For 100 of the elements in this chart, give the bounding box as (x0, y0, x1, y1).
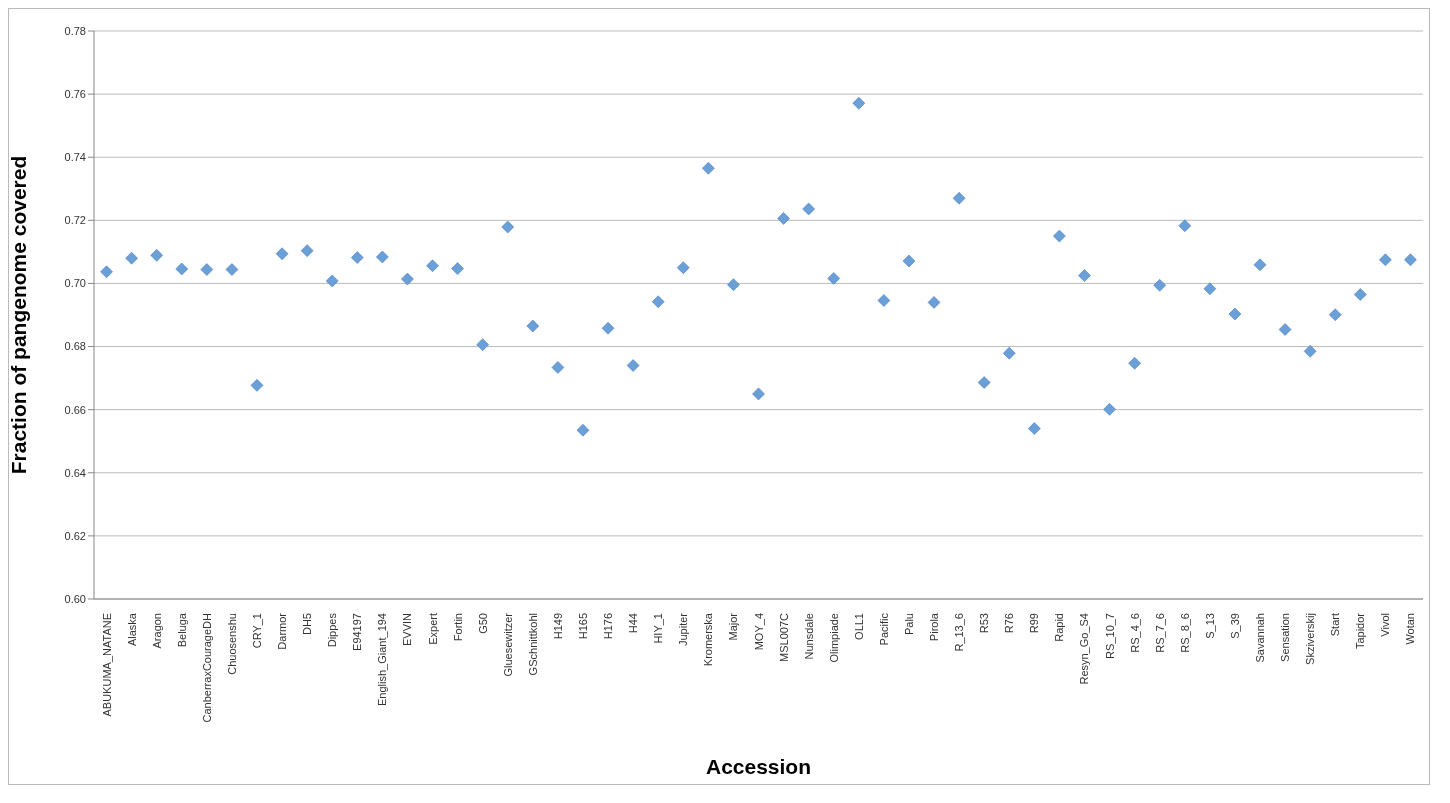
x-tick-label: Savannah (1254, 613, 1267, 663)
y-tick-label: 0.72 (64, 214, 86, 227)
point (376, 250, 389, 264)
x-tick-label: MSL007C (777, 612, 790, 662)
point (551, 361, 565, 374)
point (777, 212, 790, 225)
point (426, 259, 439, 273)
point (626, 359, 640, 372)
point (877, 294, 891, 307)
point (1253, 258, 1267, 272)
y-tick-label: 0.70 (64, 277, 86, 290)
point (1153, 279, 1167, 292)
x-tick-label: R99 (1028, 613, 1041, 634)
y-tick-label: 0.60 (64, 592, 86, 605)
x-tick-label: Aragon (150, 613, 163, 649)
x-tick-label: Resyn_Go_S4 (1078, 613, 1091, 685)
x-tick-label: Alaska (125, 612, 138, 647)
x-tick-label: RS_8_6 (1178, 613, 1191, 653)
x-tick-label: Chuosenshu (225, 613, 238, 675)
y-tick-label: 0.64 (64, 466, 86, 479)
point (1404, 253, 1417, 267)
x-tick-label: Major (727, 612, 740, 641)
point (727, 278, 740, 292)
point (676, 261, 690, 274)
x-tick-label: R76 (1003, 613, 1016, 634)
x-tick-label: Sensation (1279, 613, 1292, 662)
x-tick-label: RS_10_7 (1103, 613, 1116, 659)
x-tick-label: RS_4_6 (1128, 613, 1141, 653)
x-tick-label: Beluga (175, 612, 188, 648)
x-tick-label: R_13_6 (953, 613, 966, 652)
point (1002, 346, 1016, 360)
point (802, 202, 815, 216)
point (275, 247, 289, 261)
point (1128, 356, 1141, 370)
point (576, 423, 590, 437)
x-tick-label: Gluesewitzer (501, 612, 514, 677)
x-tick-label: ABUKUMA_NATANE (100, 613, 113, 717)
x-tick-label: R53 (978, 613, 991, 634)
point (501, 220, 515, 234)
x-tick-label: Vivol (1379, 613, 1392, 637)
y-tick-label: 0.76 (64, 88, 86, 101)
y-tick-label: 0.62 (64, 529, 86, 542)
x-tick-label: GSchnittkohl (526, 613, 539, 676)
x-tick-label: Darmor (276, 612, 289, 650)
point (401, 272, 414, 286)
point (175, 262, 189, 276)
x-tick-label: Nunsdale (802, 613, 815, 660)
point (300, 244, 314, 257)
point (1078, 269, 1091, 282)
y-tick-label: 0.78 (64, 24, 86, 37)
point (526, 319, 540, 333)
point (601, 321, 615, 335)
point (100, 265, 113, 279)
x-tick-label: Olimpiade (827, 613, 840, 663)
x-tick-label: H165 (576, 613, 589, 640)
point (1053, 229, 1066, 243)
point (977, 376, 991, 389)
point (225, 263, 239, 276)
point (350, 251, 364, 264)
x-tick-label: CRY_1 (250, 613, 263, 649)
point (1354, 288, 1367, 301)
x-tick-label: E94197 (351, 613, 364, 651)
point (952, 191, 966, 205)
x-tick-label: EVVIN (401, 612, 414, 647)
x-tick-label: Jupiter (677, 612, 690, 647)
x-tick-label: Skziverskij (1304, 613, 1317, 665)
point (1328, 308, 1342, 321)
x-tick-label: Palu (902, 613, 915, 636)
x-tick-label: Fortin (451, 613, 464, 642)
x-tick-label: H149 (551, 613, 564, 640)
point (927, 296, 941, 309)
x-tick-label: CanberraxCourageDH (200, 612, 213, 723)
x-tick-label: OLL1 (852, 613, 865, 640)
x-tick-label: English_Giant_194 (376, 613, 389, 706)
y-tick-label: 0.66 (64, 403, 86, 416)
point (651, 295, 665, 309)
x-tick-label: H44 (627, 613, 640, 634)
x-tick-label: H176 (602, 613, 615, 640)
x-tick-label: Wotan (1404, 613, 1417, 645)
x-tick-label: S_39 (1228, 613, 1241, 639)
point (325, 274, 339, 288)
x-tick-label: HIY_1 (652, 613, 665, 644)
x-tick-label: Dippes (326, 612, 339, 648)
point (200, 263, 214, 276)
point (150, 249, 163, 262)
point (827, 272, 841, 285)
x-tick-label: DH5 (301, 613, 314, 636)
point (1203, 282, 1217, 296)
point (852, 96, 866, 110)
x-tick-label: S_13 (1203, 613, 1216, 639)
point (1303, 344, 1317, 358)
point (702, 161, 715, 175)
x-tick-label: Pacific (877, 612, 890, 646)
x-tick-label: RS_7_6 (1153, 613, 1166, 653)
point (250, 379, 264, 392)
point (1228, 307, 1242, 321)
y-tick-label: 0.74 (64, 151, 86, 164)
point (1379, 253, 1392, 267)
point (476, 338, 489, 351)
point (125, 251, 138, 265)
